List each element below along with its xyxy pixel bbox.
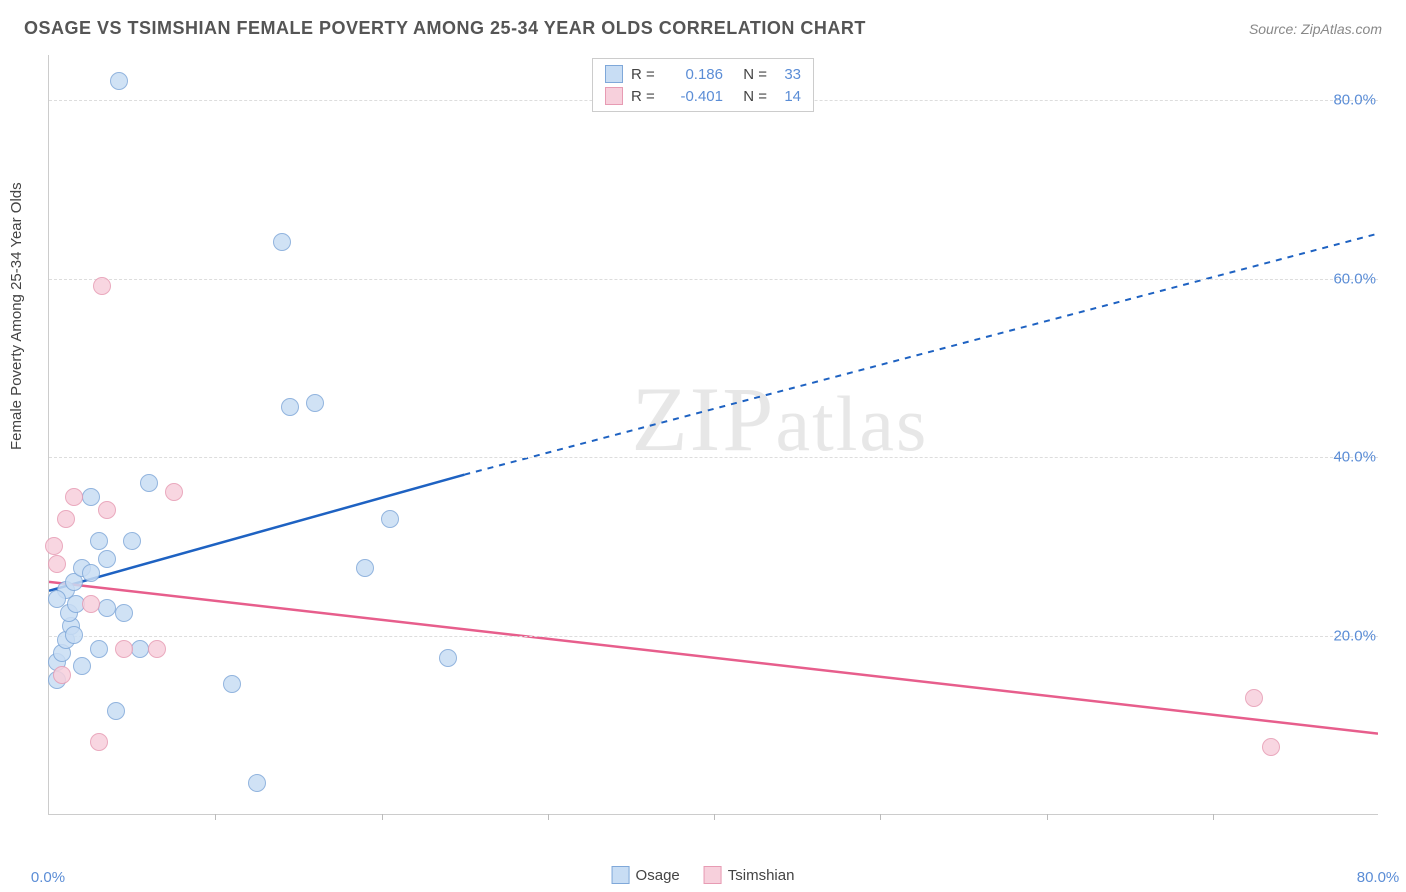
- scatter-point: [48, 555, 66, 573]
- x-tick-label: 80.0%: [1357, 869, 1400, 886]
- x-tick-label: 0.0%: [31, 869, 65, 886]
- x-tick-minor: [1213, 814, 1214, 820]
- y-tick-label: 20.0%: [1333, 628, 1376, 645]
- source-label: Source: ZipAtlas.com: [1249, 21, 1382, 37]
- trendline-osage: [49, 475, 464, 591]
- n-label: N =: [731, 88, 767, 105]
- x-tick-minor: [215, 814, 216, 820]
- scatter-point: [53, 666, 71, 684]
- scatter-point: [1245, 689, 1263, 707]
- scatter-point: [82, 595, 100, 613]
- scatter-point: [148, 640, 166, 658]
- gridline-h: [49, 457, 1378, 458]
- x-tick-minor: [548, 814, 549, 820]
- scatter-point: [439, 649, 457, 667]
- n-value: 33: [775, 66, 801, 83]
- scatter-point: [93, 277, 111, 295]
- y-tick-label: 40.0%: [1333, 449, 1376, 466]
- scatter-point: [98, 550, 116, 568]
- x-tick-minor: [880, 814, 881, 820]
- trend-lines-layer: [49, 55, 1378, 814]
- x-tick-minor: [1047, 814, 1048, 820]
- scatter-point: [82, 564, 100, 582]
- x-tick-minor: [714, 814, 715, 820]
- scatter-point: [131, 640, 149, 658]
- y-tick-label: 60.0%: [1333, 270, 1376, 287]
- scatter-point: [273, 233, 291, 251]
- scatter-point: [90, 733, 108, 751]
- series-legend-label: Tsimshian: [728, 867, 795, 884]
- correlation-legend: R = 0.186 N = 33 R = -0.401 N = 14: [592, 58, 814, 112]
- series-legend: Osage Tsimshian: [612, 866, 795, 884]
- scatter-point: [90, 640, 108, 658]
- scatter-point: [281, 398, 299, 416]
- scatter-point: [98, 501, 116, 519]
- scatter-point: [248, 774, 266, 792]
- scatter-point: [165, 483, 183, 501]
- correlation-legend-row: R = -0.401 N = 14: [605, 85, 801, 107]
- r-label: R =: [631, 66, 659, 83]
- scatter-point: [123, 532, 141, 550]
- scatter-point: [57, 510, 75, 528]
- scatter-point: [381, 510, 399, 528]
- scatter-point: [45, 537, 63, 555]
- x-tick-minor: [382, 814, 383, 820]
- chart-plot-area: ZIPatlas: [48, 55, 1378, 815]
- scatter-point: [115, 604, 133, 622]
- legend-swatch-icon: [612, 866, 630, 884]
- r-label: R =: [631, 88, 659, 105]
- gridline-h: [49, 279, 1378, 280]
- correlation-legend-row: R = 0.186 N = 33: [605, 63, 801, 85]
- scatter-point: [90, 532, 108, 550]
- legend-swatch-icon: [704, 866, 722, 884]
- scatter-point: [356, 559, 374, 577]
- n-label: N =: [731, 66, 767, 83]
- scatter-point: [98, 599, 116, 617]
- trendline-tsimshian: [49, 582, 1378, 734]
- scatter-point: [65, 488, 83, 506]
- series-legend-item: Osage: [612, 866, 680, 884]
- scatter-point: [1262, 738, 1280, 756]
- scatter-point: [48, 590, 66, 608]
- series-legend-item: Tsimshian: [704, 866, 795, 884]
- series-legend-label: Osage: [636, 867, 680, 884]
- scatter-point: [110, 72, 128, 90]
- r-value: -0.401: [667, 88, 723, 105]
- scatter-point: [73, 657, 91, 675]
- chart-header: OSAGE VS TSIMSHIAN FEMALE POVERTY AMONG …: [24, 18, 1382, 39]
- legend-swatch-icon: [605, 65, 623, 83]
- scatter-point: [306, 394, 324, 412]
- scatter-point: [223, 675, 241, 693]
- r-value: 0.186: [667, 66, 723, 83]
- scatter-point: [140, 474, 158, 492]
- trendline-extrapolated-osage: [464, 234, 1378, 475]
- scatter-point: [115, 640, 133, 658]
- scatter-point: [107, 702, 125, 720]
- chart-title: OSAGE VS TSIMSHIAN FEMALE POVERTY AMONG …: [24, 18, 866, 39]
- scatter-point: [82, 488, 100, 506]
- scatter-point: [65, 626, 83, 644]
- n-value: 14: [775, 88, 801, 105]
- legend-swatch-icon: [605, 87, 623, 105]
- y-tick-label: 80.0%: [1333, 91, 1376, 108]
- y-axis-label: Female Poverty Among 25-34 Year Olds: [8, 182, 25, 450]
- gridline-h: [49, 636, 1378, 637]
